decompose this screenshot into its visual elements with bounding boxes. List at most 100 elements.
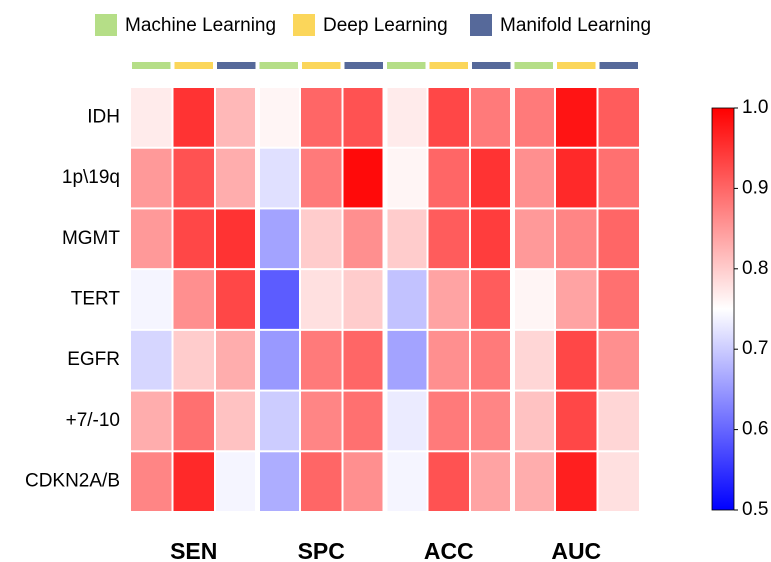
heat-cell xyxy=(598,270,639,329)
heat-cell xyxy=(301,148,342,208)
row-label: 1p\19q xyxy=(62,167,120,188)
heat-cell xyxy=(387,209,427,269)
legend-label: Deep Learning xyxy=(323,15,448,36)
legend-swatch xyxy=(293,14,315,36)
heat-cell xyxy=(301,330,342,390)
heat-cell xyxy=(260,452,299,511)
group-label: SEN xyxy=(170,538,217,562)
heat-cell xyxy=(301,452,342,511)
heat-cell xyxy=(343,148,383,208)
heat-cell xyxy=(173,88,214,147)
heat-cell xyxy=(343,391,383,451)
heat-cell xyxy=(556,452,597,511)
method-bar xyxy=(259,62,298,69)
group-label: AUC xyxy=(551,538,601,562)
heat-cell xyxy=(173,270,214,329)
row-label: +7/-10 xyxy=(66,410,120,431)
heat-cell xyxy=(260,88,299,147)
heat-cell xyxy=(428,391,469,451)
heat-cell xyxy=(556,391,597,451)
heat-cell xyxy=(471,88,510,147)
heat-cell xyxy=(598,330,639,390)
heat-cell xyxy=(387,270,427,329)
heat-cell xyxy=(556,330,597,390)
heat-cell xyxy=(598,88,639,147)
group-label: ACC xyxy=(424,538,474,562)
heat-cell xyxy=(343,452,383,511)
group-label: SPC xyxy=(298,538,345,562)
colorbar-tick-label: 0.7 xyxy=(742,338,768,359)
legend-label: Machine Learning xyxy=(125,15,276,36)
method-bar xyxy=(174,62,213,69)
heat-cell xyxy=(471,330,510,390)
heat-cell xyxy=(216,88,255,147)
heat-cell xyxy=(131,330,172,390)
heat-cell xyxy=(387,148,427,208)
heat-cell xyxy=(428,148,469,208)
heat-cell xyxy=(301,391,342,451)
heat-cell xyxy=(173,330,214,390)
heat-cell xyxy=(301,270,342,329)
heat-cell xyxy=(515,88,554,147)
heat-cell xyxy=(598,391,639,451)
heat-cell xyxy=(173,209,214,269)
method-bar xyxy=(557,62,596,69)
heat-cell xyxy=(471,452,510,511)
heat-cell xyxy=(428,330,469,390)
heat-cell xyxy=(556,270,597,329)
heat-cell xyxy=(260,330,299,390)
legend-label: Manifold Learning xyxy=(500,15,651,36)
row-label: EGFR xyxy=(67,349,120,370)
heat-cell xyxy=(428,452,469,511)
heat-cell xyxy=(515,391,554,451)
heat-cell xyxy=(301,209,342,269)
heat-cell xyxy=(515,209,554,269)
heat-cell xyxy=(173,148,214,208)
colorbar-tick-label: 0.8 xyxy=(742,258,768,279)
heat-cell xyxy=(131,148,172,208)
heat-cell xyxy=(515,270,554,329)
heat-cell xyxy=(471,391,510,451)
method-bar xyxy=(599,62,638,69)
colorbar-tick-label: 1.0 xyxy=(742,97,768,118)
heat-cell xyxy=(556,148,597,208)
heat-cell xyxy=(216,148,255,208)
heat-cell xyxy=(387,391,427,451)
heat-cell xyxy=(131,209,172,269)
heat-cell xyxy=(216,270,255,329)
legend-swatch xyxy=(470,14,492,36)
method-bar xyxy=(514,62,553,69)
heat-cell xyxy=(428,270,469,329)
method-bar xyxy=(472,62,511,69)
heat-cell xyxy=(216,330,255,390)
row-label: IDH xyxy=(87,106,120,127)
legend-swatch xyxy=(95,14,117,36)
method-bar xyxy=(344,62,383,69)
heat-cell xyxy=(216,209,255,269)
heat-cell xyxy=(343,88,383,147)
method-bar xyxy=(429,62,468,69)
heat-cell xyxy=(515,330,554,390)
method-bar xyxy=(132,62,171,69)
method-bar xyxy=(387,62,426,69)
heat-cell xyxy=(598,452,639,511)
row-label: CDKN2A/B xyxy=(25,471,120,492)
heat-cell xyxy=(131,391,172,451)
heat-cell xyxy=(556,88,597,147)
heat-cell xyxy=(428,209,469,269)
heat-cell xyxy=(343,270,383,329)
heat-cell xyxy=(260,209,299,269)
heat-cell xyxy=(343,330,383,390)
row-label: MGMT xyxy=(62,228,120,249)
heat-cell xyxy=(260,270,299,329)
heat-cell xyxy=(428,88,469,147)
heat-cell xyxy=(387,330,427,390)
heat-cell xyxy=(471,270,510,329)
method-bar xyxy=(217,62,256,69)
heat-cell xyxy=(131,452,172,511)
colorbar xyxy=(711,107,735,511)
heat-cell xyxy=(131,88,172,147)
heat-cell xyxy=(471,148,510,208)
heat-cell xyxy=(343,209,383,269)
